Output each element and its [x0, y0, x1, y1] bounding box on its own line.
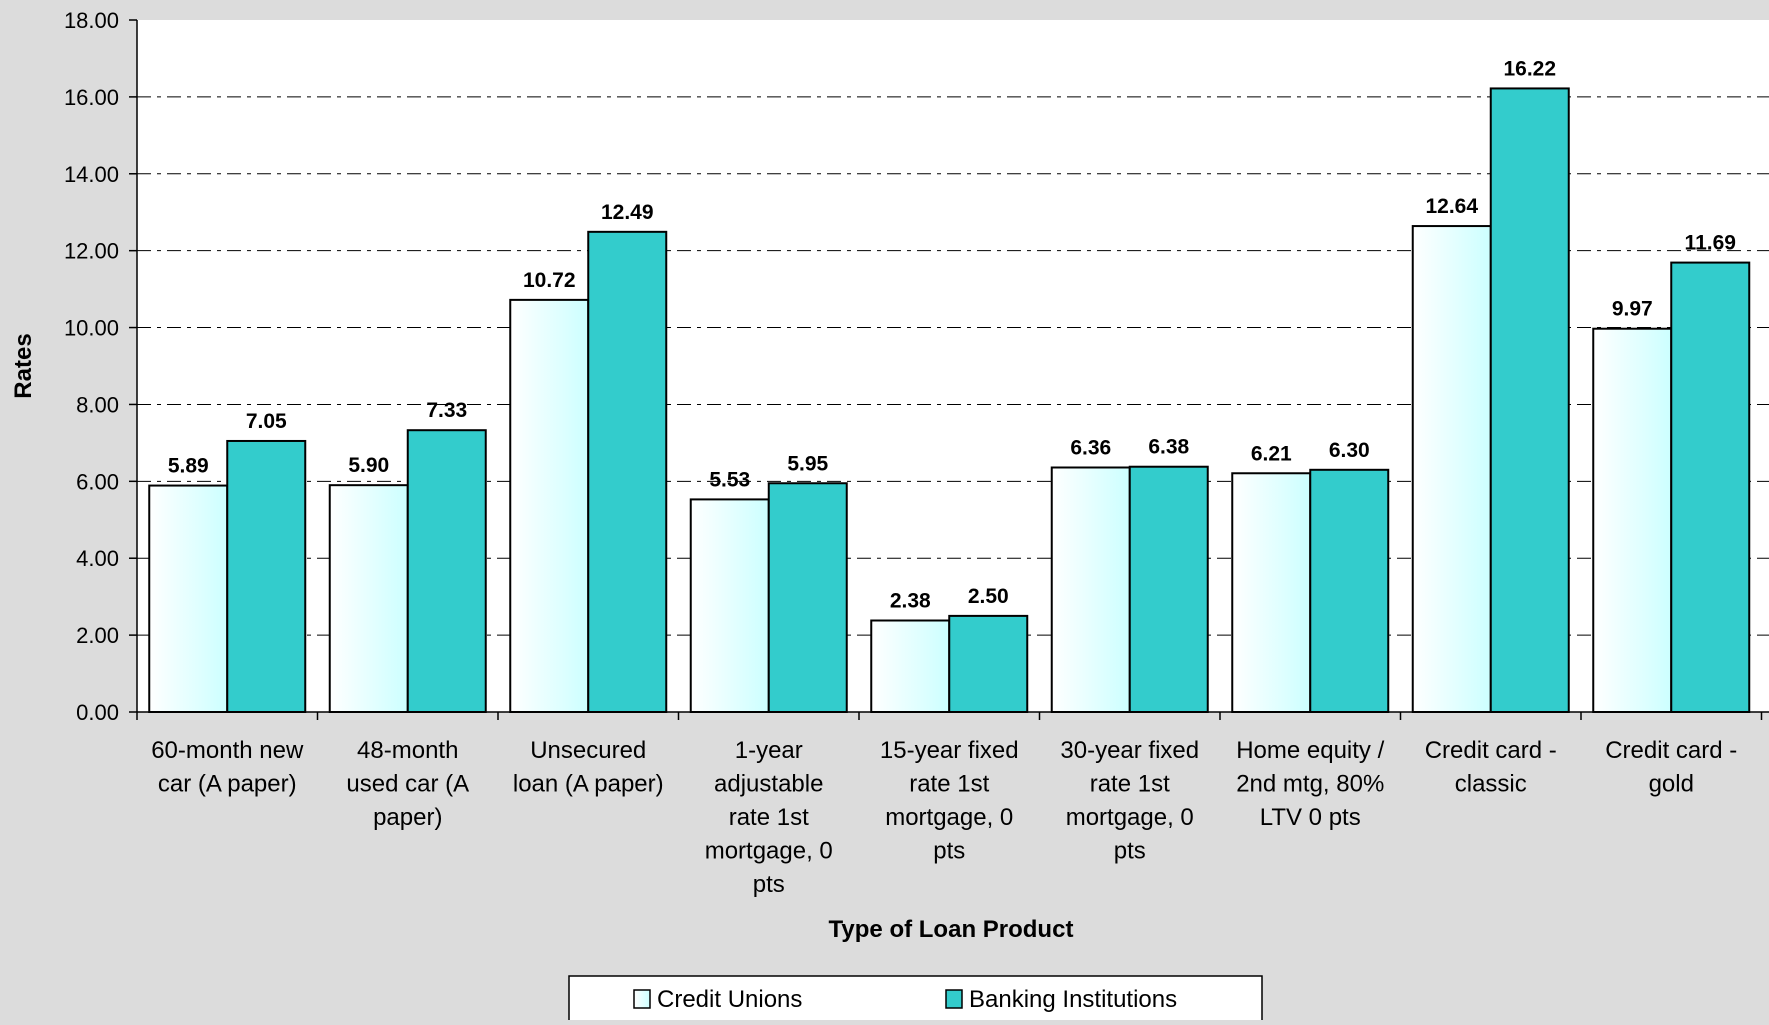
- y-tick-label: 18.00: [64, 8, 119, 33]
- data-label-credit-unions: 6.21: [1251, 442, 1292, 465]
- data-label-banking-institutions: 7.05: [246, 410, 287, 433]
- y-tick-label: 6.00: [76, 469, 119, 494]
- y-tick-label: 8.00: [76, 392, 119, 417]
- data-label-banking-institutions: 16.22: [1503, 57, 1556, 80]
- bar-banking-institutions: [1309, 468, 1390, 713]
- bar-banking-institutions: [1489, 87, 1570, 714]
- bar-credit-unions: [1050, 466, 1131, 714]
- data-label-credit-unions: 2.38: [890, 590, 931, 613]
- legend-label-banking-institutions: Banking Institutions: [969, 986, 1177, 1013]
- bar-banking-institutions: [1128, 465, 1209, 714]
- x-category-label: 15-year fixed rate 1st mortgage, 0 pts: [880, 737, 1019, 865]
- data-label-credit-unions: 5.53: [709, 468, 750, 491]
- bar-banking-institutions: [226, 439, 307, 713]
- legend-swatch-credit-unions: [633, 989, 651, 1009]
- x-category-label: Unsecured loan (A paper): [513, 737, 664, 798]
- bar-credit-unions: [1231, 472, 1312, 714]
- data-label-credit-unions: 12.64: [1425, 195, 1478, 218]
- bar-banking-institutions: [767, 482, 848, 713]
- y-tick-label: 16.00: [64, 85, 119, 110]
- data-label-credit-unions: 5.90: [348, 454, 389, 477]
- legend: Credit Unions Banking Institutions: [568, 975, 1263, 1025]
- data-label-credit-unions: 9.97: [1612, 298, 1653, 321]
- data-label-banking-institutions: 12.49: [601, 201, 654, 224]
- y-tick-label: 2.00: [76, 623, 119, 648]
- data-label-credit-unions: 5.89: [168, 455, 209, 478]
- x-category-label: Credit card -gold: [1605, 737, 1737, 798]
- x-category-label: 30-year fixed rate 1st mortgage, 0 pts: [1060, 737, 1199, 865]
- bar-credit-unions: [870, 619, 951, 713]
- data-label-credit-unions: 10.72: [523, 269, 576, 292]
- x-category-label: 48-month used car (A paper): [346, 737, 469, 831]
- data-label-banking-institutions: 6.38: [1148, 436, 1189, 459]
- data-label-banking-institutions: 7.33: [426, 399, 467, 422]
- data-label-banking-institutions: 5.95: [787, 452, 828, 475]
- bar-credit-unions: [1592, 327, 1673, 713]
- data-label-banking-institutions: 6.30: [1329, 439, 1370, 462]
- bar-credit-unions: [1411, 225, 1492, 713]
- x-category-label: 1-year adjustable rate 1st mortgage, 0 pts: [705, 737, 833, 898]
- bar-banking-institutions: [1670, 261, 1751, 713]
- bar-credit-unions: [328, 484, 409, 713]
- bar-banking-institutions: [587, 230, 668, 713]
- y-tick-label: 4.00: [76, 546, 119, 571]
- bar-credit-unions: [509, 298, 590, 713]
- legend-box: [568, 975, 1263, 1025]
- x-category-label: Credit card -classic: [1425, 737, 1557, 798]
- bar-banking-institutions: [948, 614, 1029, 714]
- legend-label-credit-unions: Credit Unions: [657, 986, 802, 1013]
- x-category-label: Home equity /2nd mtg, 80% LTV 0 pts: [1236, 737, 1384, 831]
- bar-banking-institutions: [406, 429, 487, 713]
- data-label-credit-unions: 6.36: [1070, 436, 1111, 459]
- legend-swatch-banking-institutions: [945, 989, 963, 1009]
- y-axis-title: Rates: [10, 333, 37, 398]
- data-label-banking-institutions: 11.69: [1685, 232, 1736, 255]
- x-category-label: 60-month new car (A paper): [151, 737, 304, 798]
- y-tick-label: 14.00: [64, 162, 119, 187]
- bar-credit-unions: [148, 484, 229, 713]
- y-tick-label: 0.00: [76, 700, 119, 725]
- bar-credit-unions: [689, 498, 770, 713]
- y-tick-label: 10.00: [64, 316, 119, 341]
- y-tick-label: 12.00: [64, 239, 119, 264]
- data-label-banking-institutions: 2.50: [968, 585, 1009, 608]
- x-axis-title: Type of Loan Product: [829, 916, 1074, 943]
